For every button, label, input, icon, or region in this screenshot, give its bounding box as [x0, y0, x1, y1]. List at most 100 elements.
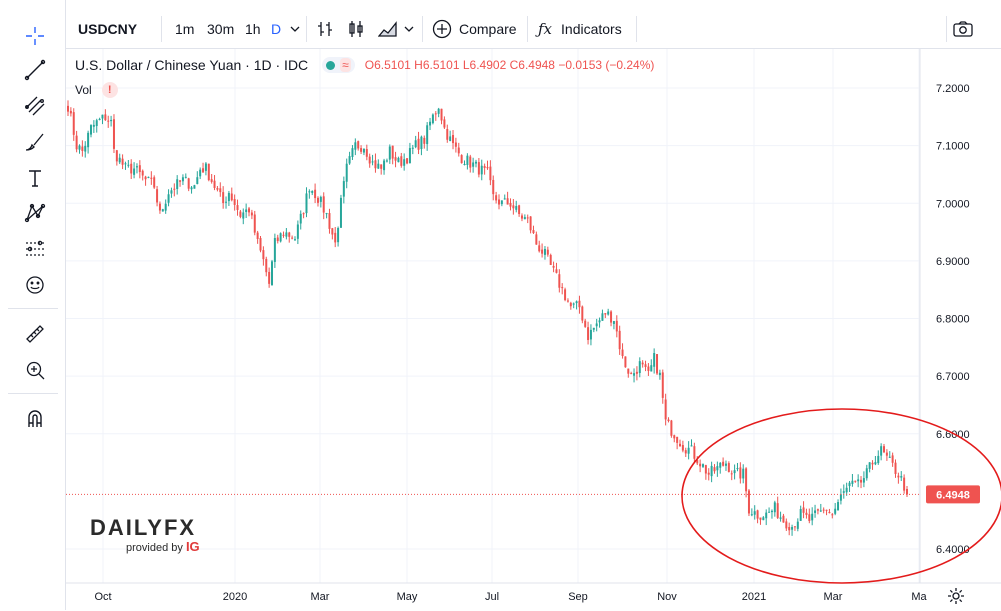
y-tick-label: 6.8000	[936, 314, 970, 326]
trend-line-icon[interactable]	[15, 54, 55, 86]
candle-body	[124, 163, 127, 165]
candle-body	[483, 166, 486, 168]
area-chart-icon[interactable]	[378, 10, 398, 48]
text-tool-icon[interactable]	[15, 162, 55, 194]
camera-icon[interactable]	[953, 10, 973, 48]
candle-body	[288, 232, 291, 237]
candles	[67, 100, 908, 536]
candle-body	[581, 306, 584, 321]
candle-body	[156, 189, 159, 203]
high-value: H6.5101	[414, 58, 460, 72]
candle-body	[621, 349, 624, 357]
candle-body	[681, 445, 684, 451]
candle-body	[900, 476, 903, 478]
candle-body	[429, 121, 432, 126]
candle-body	[664, 399, 667, 420]
candle-body	[319, 196, 322, 202]
candle-body	[653, 353, 656, 367]
candle-body	[883, 446, 886, 453]
candle-body	[268, 271, 271, 284]
volume-label[interactable]: Vol	[75, 83, 92, 97]
candle-body	[862, 478, 865, 483]
candle-body	[210, 179, 213, 182]
candle-body	[184, 176, 187, 178]
candle-body	[253, 214, 256, 233]
candle-body	[391, 145, 394, 159]
legend-title[interactable]: U.S. Dollar / Chinese Yuan · 1D · IDC	[75, 57, 309, 73]
candle-body	[667, 419, 670, 422]
indicators-button[interactable]: ƒx Indicators	[538, 10, 622, 48]
candle-body	[699, 463, 702, 467]
candle-body	[420, 136, 423, 150]
brush-icon[interactable]	[15, 126, 55, 158]
candle-body	[437, 108, 440, 114]
symbol-search[interactable]: USDCNY	[78, 21, 138, 37]
candle-body	[147, 176, 150, 178]
candle-body	[791, 527, 794, 530]
candle-body	[316, 197, 319, 203]
candle-body	[357, 141, 360, 149]
interval-30m[interactable]: 30m	[207, 21, 235, 37]
candle-body	[750, 514, 753, 516]
ohlc-values: O6.5101 H6.5101 L6.4902 C6.4948 −0.0153 …	[365, 58, 655, 72]
candle-body	[610, 311, 613, 323]
warning-icon[interactable]: !	[101, 82, 118, 98]
candle-body	[745, 468, 748, 492]
candle-body	[701, 464, 704, 467]
open-value: O6.5101	[364, 58, 411, 72]
candle-body	[552, 265, 555, 268]
candle-body	[314, 189, 317, 199]
interval-1h[interactable]: 1h	[245, 21, 261, 37]
compare-button[interactable]: Compare	[432, 10, 517, 48]
candle-body	[225, 201, 228, 203]
candle-body	[722, 461, 725, 466]
candle-body	[595, 323, 598, 327]
magnet-icon[interactable]	[15, 403, 55, 435]
candle-body	[383, 160, 386, 171]
candle-body	[578, 300, 581, 308]
pattern-icon[interactable]	[15, 197, 55, 229]
candle-body	[342, 181, 345, 197]
candle-body	[589, 329, 592, 340]
candle-body	[380, 164, 383, 169]
x-tick-label: Nov	[657, 591, 677, 603]
candle-body	[98, 118, 101, 120]
settings-gear-icon[interactable]	[946, 586, 966, 606]
zoom-in-icon[interactable]	[15, 354, 55, 386]
plus-circle-icon	[432, 19, 452, 39]
candle-body	[285, 232, 288, 237]
bar-chart-icon[interactable]	[316, 10, 334, 48]
crosshair-icon[interactable]	[15, 20, 55, 52]
candle-body	[604, 313, 607, 315]
prediction-icon[interactable]	[15, 233, 55, 265]
candle-body	[469, 156, 472, 168]
logo-daily: DAILY	[90, 515, 164, 540]
compare-label: Compare	[459, 21, 517, 37]
candle-body	[885, 452, 888, 456]
chevron-down-icon[interactable]	[290, 10, 300, 48]
data-delay-icon: ≈	[340, 58, 351, 72]
candle-body	[503, 198, 506, 200]
interval-d[interactable]: D	[271, 21, 282, 37]
chevron-down-icon[interactable]	[404, 10, 414, 48]
candle-body	[259, 238, 262, 251]
candle-body	[825, 509, 828, 511]
candle-body	[819, 510, 822, 512]
market-status[interactable]: ≈	[322, 57, 355, 73]
candle-body	[411, 147, 414, 149]
candles-icon[interactable]	[347, 10, 365, 48]
fib-channel-icon[interactable]	[15, 90, 55, 122]
interval-1m[interactable]: 1m	[175, 21, 195, 37]
candle-body	[770, 510, 773, 513]
candle-body	[121, 158, 124, 165]
candle-body	[724, 463, 727, 466]
ruler-icon[interactable]	[15, 318, 55, 350]
candle-body	[765, 512, 768, 519]
candle-body	[500, 200, 503, 205]
candle-body	[526, 217, 529, 219]
emoji-icon[interactable]	[15, 269, 55, 301]
candle-body	[296, 224, 299, 239]
candle-body	[696, 460, 699, 464]
candle-body	[135, 166, 138, 168]
